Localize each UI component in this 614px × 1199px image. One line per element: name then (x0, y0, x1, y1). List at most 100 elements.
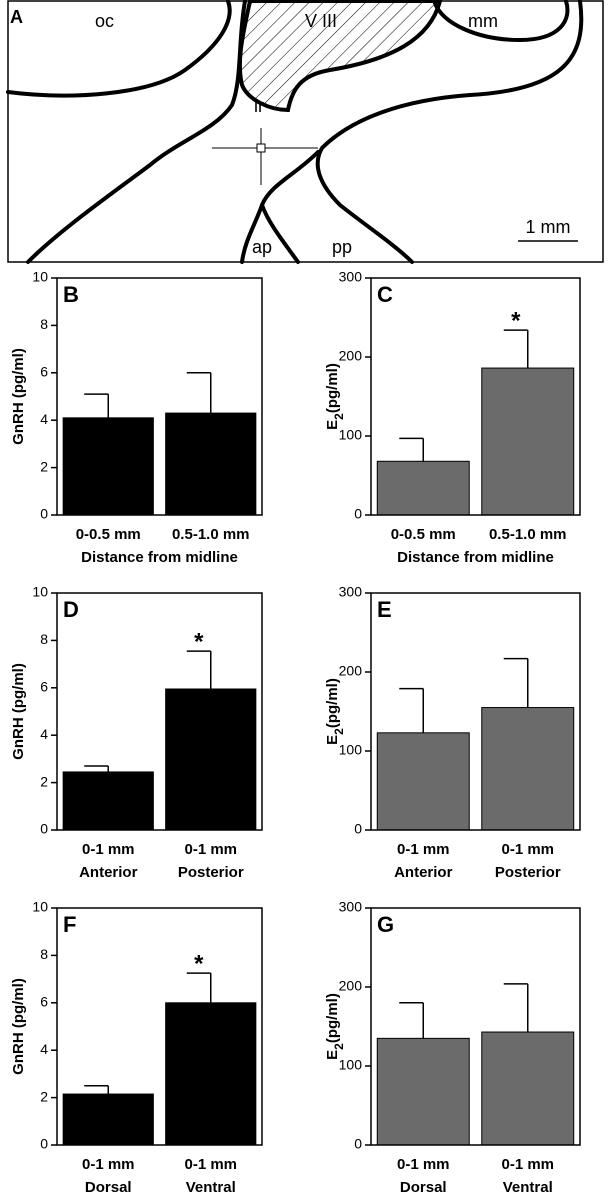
region-label: ap (252, 237, 272, 257)
y-tick-label: 8 (40, 631, 48, 647)
y-tick-label: 4 (40, 726, 48, 742)
y-tick-label: 0 (354, 1136, 362, 1152)
x-tick-label: 0-1 mm (501, 1156, 554, 1173)
y-tick-label: 2 (40, 1088, 48, 1104)
y-axis-title: GnRH (pg/ml) (10, 348, 27, 445)
x-tick-label: 0-1 mm (184, 841, 237, 858)
y-tick-label: 200 (339, 663, 363, 679)
bar (481, 1031, 575, 1146)
y-axis-title-part: 2 (332, 413, 346, 420)
region-label: V III (305, 11, 337, 31)
y-tick-label: 0 (354, 821, 362, 837)
y-tick-label: 0 (40, 1136, 48, 1152)
x-tick-sublabel: Posterior (495, 864, 561, 881)
y-tick-label: 4 (40, 1041, 48, 1057)
plot-frame (56, 592, 263, 831)
x-tick-sublabel: Anterior (79, 864, 138, 881)
bar (62, 1093, 154, 1146)
y-tick-label: 10 (32, 899, 48, 915)
bar (165, 412, 257, 516)
y-tick-label: 0 (40, 821, 48, 837)
y-tick-label: 6 (40, 994, 48, 1010)
y-axis-title-part: (pg/ml) (324, 993, 341, 1043)
y-tick-label: 2 (40, 458, 48, 474)
bar (165, 688, 257, 831)
y-axis-title: GnRH (pg/ml) (10, 663, 27, 760)
y-tick-label: 100 (339, 742, 363, 758)
bar (376, 460, 470, 516)
x-tick-sublabel: Anterior (394, 864, 453, 881)
plot-frame (56, 277, 263, 516)
y-axis-title: E2(pg/ml) (324, 993, 346, 1060)
panel-label: A (10, 7, 23, 27)
region-label: oc (95, 11, 114, 31)
bar (165, 1002, 257, 1146)
scale-bar-label: 1 mm (526, 217, 571, 237)
diagram: A oc V III mm ir ap pp 1 mm (6, 0, 604, 264)
plot-frame (56, 907, 263, 1146)
significance-marker: * (194, 628, 204, 655)
y-axis-title: GnRH (pg/ml) (10, 978, 27, 1075)
y-tick-label: 300 (339, 269, 363, 285)
y-tick-label: 200 (339, 978, 363, 994)
x-tick-label: 0-1 mm (501, 841, 554, 858)
panel-label: G (377, 912, 394, 937)
y-tick-label: 100 (339, 427, 363, 443)
y-axis-title-part: GnRH (pg/ml) (10, 348, 27, 445)
y-tick-label: 6 (40, 679, 48, 695)
x-tick-sublabel: Posterior (178, 864, 244, 881)
x-tick-label: 0-1 mm (397, 1156, 450, 1173)
y-tick-label: 8 (40, 316, 48, 332)
panel-label: C (377, 282, 393, 307)
bar-chart: 0 100 200 300 0-0.5 mm * 0.5-1.0 mm Distance fr… (324, 269, 581, 566)
x-tick-sublabel: Ventral (503, 1179, 553, 1196)
bar-chart: 0 100 200 300 0-1 mm Anterior 0-1 mm Posterior E… (324, 584, 581, 881)
y-axis-title-part: 2 (332, 1043, 346, 1050)
x-tick-sublabel: Dorsal (400, 1179, 447, 1196)
x-axis-title: Distance from midline (81, 549, 238, 566)
y-tick-label: 100 (339, 1057, 363, 1073)
bar-chart: 0 2 4 6 8 10 0-1 mm Dorsal * 0-1 mm Ventral F GnRH (… (10, 899, 263, 1196)
y-axis-title-part: (pg/ml) (324, 363, 341, 413)
y-axis-title-part: (pg/ml) (324, 678, 341, 728)
bar (62, 771, 154, 831)
anatomy-outline (6, 0, 584, 264)
region-label: ir (254, 96, 264, 116)
x-tick-sublabel: Ventral (186, 1179, 236, 1196)
x-axis-title: Distance from midline (397, 549, 554, 566)
bar-chart: 0 100 200 300 0-1 mm Dorsal 0-1 mm Ventral G E2(p… (324, 899, 581, 1196)
y-tick-label: 200 (339, 348, 363, 364)
y-tick-label: 300 (339, 899, 363, 915)
x-tick-label: 0-1 mm (82, 841, 135, 858)
y-axis-title: E2(pg/ml) (324, 678, 346, 745)
y-tick-label: 0 (40, 506, 48, 522)
significance-marker: * (511, 307, 521, 334)
y-axis-title-part: 2 (332, 728, 346, 735)
y-tick-label: 6 (40, 364, 48, 380)
x-tick-label: 0-1 mm (184, 1156, 237, 1173)
y-axis-title-part: E (324, 420, 341, 430)
plot-frame (370, 592, 581, 831)
panel-label: F (63, 912, 76, 937)
x-tick-label: 0-0.5 mm (391, 526, 456, 543)
x-tick-label: 0-0.5 mm (76, 526, 141, 543)
panel-label: D (63, 597, 79, 622)
bar (62, 417, 154, 516)
region-label: mm (468, 11, 498, 31)
y-axis-title-part: GnRH (pg/ml) (10, 663, 27, 760)
crosshair (212, 128, 318, 185)
panel-label: B (63, 282, 79, 307)
bar (376, 1037, 470, 1146)
y-axis-title-part: E (324, 735, 341, 745)
bar (481, 707, 575, 831)
x-tick-label: 0-1 mm (82, 1156, 135, 1173)
y-tick-label: 10 (32, 269, 48, 285)
plot-frame (370, 277, 581, 516)
x-tick-label: 0.5-1.0 mm (172, 526, 250, 543)
y-tick-label: 2 (40, 773, 48, 789)
y-axis-title-part: GnRH (pg/ml) (10, 978, 27, 1075)
y-tick-label: 300 (339, 584, 363, 600)
bar-chart: 0 2 4 6 8 10 0-1 mm Anterior * 0-1 mm Posterior D Gn… (10, 584, 263, 881)
bar (481, 367, 575, 516)
